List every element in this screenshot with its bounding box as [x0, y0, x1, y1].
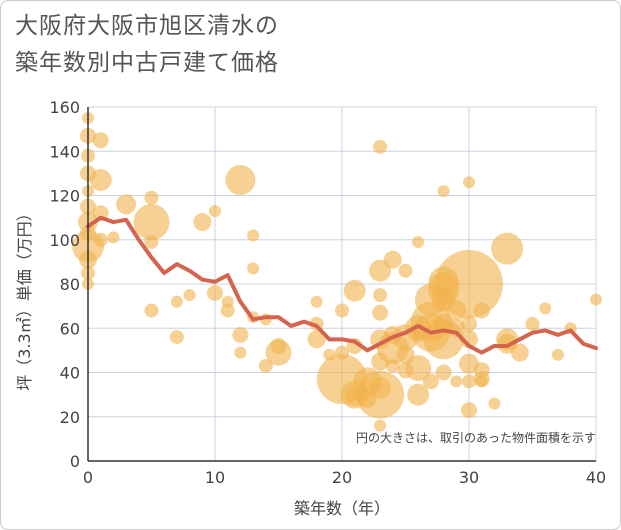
data-bubble — [412, 235, 425, 248]
data-bubble — [234, 346, 247, 359]
data-bubble — [183, 289, 196, 302]
data-bubble — [207, 284, 223, 301]
x-tick-labels: 0 10 20 30 40 — [83, 468, 606, 487]
title-line-2: 築年数別中古戸建て価格 — [15, 50, 279, 76]
data-bubble — [310, 295, 323, 308]
data-bubble — [383, 250, 402, 269]
title-line-1: 大阪府大阪市旭区清水の — [15, 13, 279, 39]
y-tick-label: 100 — [49, 231, 80, 250]
y-axis-label: 坪（3.3㎡）単価（万円） — [15, 205, 34, 390]
data-bubble — [247, 262, 260, 275]
y-tick-label: 160 — [49, 98, 80, 117]
axes — [87, 107, 596, 462]
y-tick-label: 60 — [60, 319, 80, 338]
data-bubble — [461, 315, 477, 332]
data-bubble — [590, 293, 602, 306]
data-bubble — [209, 204, 221, 217]
data-bubble — [372, 304, 389, 321]
data-bubble — [247, 229, 260, 242]
data-bubble — [385, 358, 400, 373]
data-bubble — [307, 330, 326, 349]
data-bubble — [373, 288, 388, 303]
data-bubble — [475, 375, 488, 388]
data-bubble — [232, 326, 249, 343]
x-tick-label: 0 — [83, 468, 93, 487]
data-bubble — [335, 303, 349, 318]
y-tick-labels: 0 20 40 60 80 100 120 140 160 — [49, 98, 80, 471]
data-bubble — [539, 302, 552, 315]
data-bubble — [462, 374, 476, 389]
y-tick-label: 0 — [70, 452, 80, 471]
data-bubble — [398, 263, 413, 278]
x-tick-label: 10 — [205, 468, 225, 487]
data-bubble — [491, 232, 524, 265]
data-bubble — [169, 330, 184, 345]
data-bubble — [220, 303, 235, 318]
data-bubble — [193, 213, 212, 232]
data-bubble — [107, 231, 120, 244]
data-bubble — [510, 343, 529, 362]
data-bubble — [373, 139, 388, 154]
data-bubble — [405, 355, 432, 382]
data-bubble — [435, 250, 503, 318]
size-note: 円の大きさは、取引のあった物件面積を示す — [356, 430, 596, 445]
data-bubble — [343, 279, 366, 302]
data-bubble — [369, 259, 392, 282]
data-bubble — [525, 316, 540, 331]
grid — [88, 106, 597, 461]
data-bubble — [473, 302, 490, 319]
data-bubble — [437, 185, 450, 198]
bubbles — [72, 112, 602, 432]
average-price-line — [86, 215, 598, 355]
x-tick-label: 40 — [586, 468, 606, 487]
data-bubble — [461, 402, 477, 419]
data-bubble — [170, 295, 183, 308]
data-bubble — [116, 194, 137, 215]
data-bubble — [374, 419, 387, 432]
data-bubble — [144, 190, 159, 205]
data-bubble — [463, 176, 475, 189]
y-tick-label: 80 — [60, 275, 80, 294]
data-bubble — [258, 358, 273, 373]
y-tick-label: 140 — [49, 142, 80, 161]
y-tick-label: 120 — [49, 187, 80, 206]
x-tick-label: 30 — [459, 468, 479, 487]
data-bubble — [551, 348, 564, 361]
data-bubble — [450, 375, 463, 388]
data-bubble — [93, 232, 108, 247]
data-bubble — [144, 303, 159, 318]
data-bubble — [356, 370, 405, 419]
data-bubble — [270, 337, 287, 354]
data-bubble — [133, 204, 170, 241]
x-tick-label: 20 — [332, 468, 352, 487]
data-bubble — [488, 397, 501, 410]
y-tick-label: 40 — [60, 364, 80, 383]
y-tick-label: 20 — [60, 408, 80, 427]
data-bubble — [89, 169, 112, 192]
data-bubble — [407, 383, 430, 406]
chart-title: 大阪府大阪市旭区清水の 築年数別中古戸建て価格 — [15, 8, 279, 82]
data-bubble — [144, 234, 159, 249]
data-bubble — [422, 373, 439, 390]
average-line-layer — [86, 215, 598, 355]
x-axis-label: 築年数（年） — [294, 499, 390, 518]
data-bubble — [92, 132, 109, 149]
data-bubble — [435, 364, 452, 381]
data-bubble — [225, 165, 256, 196]
